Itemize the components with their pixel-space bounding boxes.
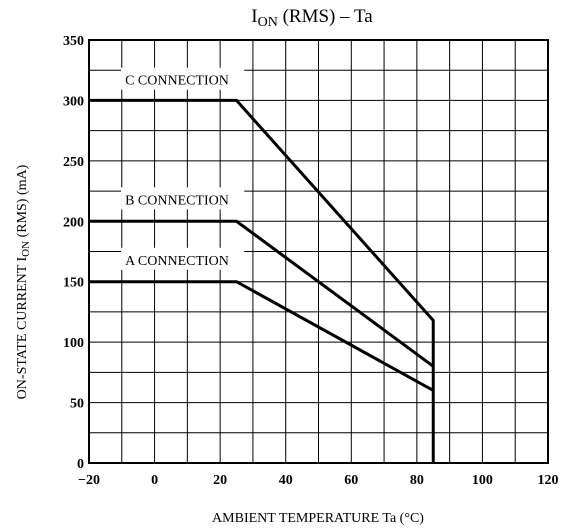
chart-title: ION (RMS) – Ta [251, 6, 373, 30]
y-axis-label-sub: ON [20, 241, 32, 257]
chart-title-rest: (RMS) – Ta [278, 6, 373, 27]
b-connection-label-bg [121, 187, 245, 210]
x-tick-label: 0 [151, 473, 158, 488]
c-connection-label: C CONNECTION [125, 74, 229, 89]
x-tick-label: 60 [344, 473, 358, 488]
a-connection-label: A CONNECTION [125, 254, 229, 269]
y-tick-label: 200 [63, 215, 84, 230]
a-connection-line [89, 280, 434, 392]
c-connection-line [89, 98, 435, 463]
y-tick-label: 250 [63, 155, 84, 170]
x-tick-label: 80 [410, 473, 424, 488]
series-annotations: C CONNECTION B CONNECTION A CONNECTION [121, 67, 245, 270]
chart-title-sub: ON [258, 15, 278, 30]
y-tick-label: 350 [63, 34, 84, 49]
x-tick-label: −20 [78, 473, 100, 488]
x-tick-label: 120 [538, 473, 559, 488]
x-tick-label: 20 [213, 473, 227, 488]
x-axis-label: AMBIENT TEMPERATURE Ta (°C) [212, 511, 424, 526]
a-connection-label-bg [121, 247, 245, 270]
plot-border [88, 39, 549, 464]
chart-title-main: I [251, 6, 257, 27]
y-tick-label: 300 [63, 94, 84, 109]
y-axis-label-post: (RMS) (mA) [15, 164, 30, 241]
c-connection-label-bg [121, 67, 245, 90]
series-lines [89, 98, 435, 463]
plot-frame [88, 39, 549, 464]
b-connection-line [89, 219, 435, 368]
y-tick-label: 50 [70, 397, 84, 412]
b-connection-label: B CONNECTION [125, 193, 229, 208]
y-axis-label-pre: ON-STATE CURRENT I [15, 256, 30, 399]
y-tick-label: 150 [63, 276, 84, 291]
x-tick-label: 40 [279, 473, 293, 488]
y-axis-label: ON-STATE CURRENT ION (RMS) (mA) [15, 164, 32, 399]
y-tick-label: 100 [63, 336, 84, 351]
x-tick-label: 100 [472, 473, 493, 488]
y-tick-label: 0 [77, 457, 84, 472]
